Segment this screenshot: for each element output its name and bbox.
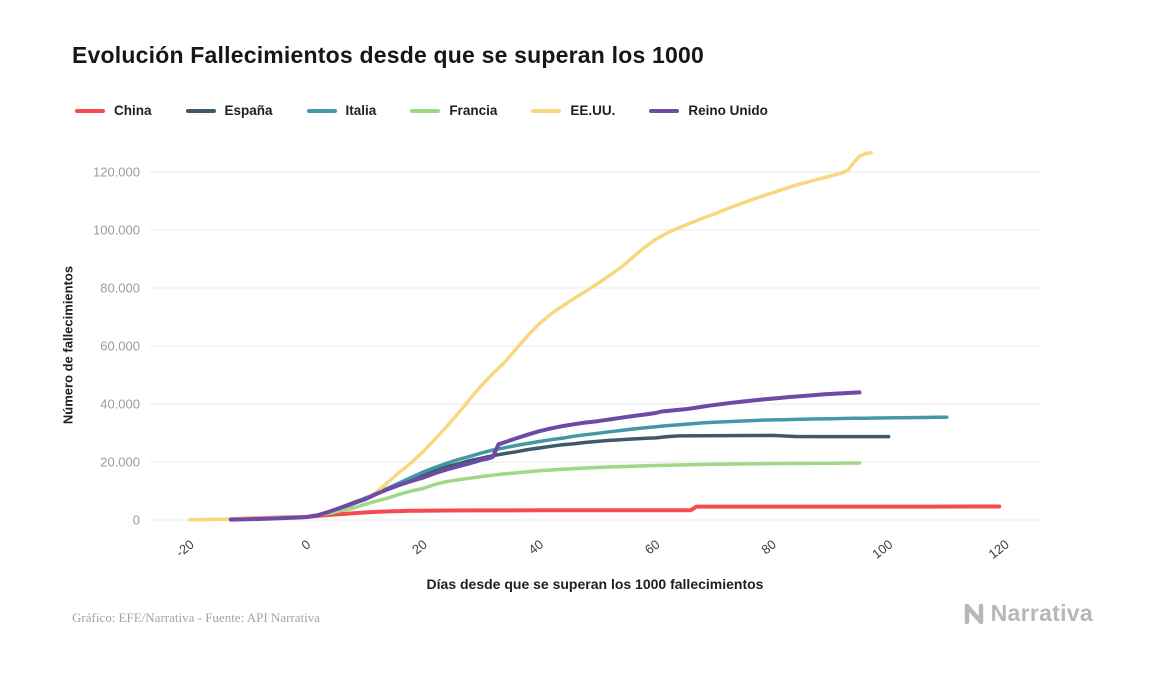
y-tick-label: 120.000 <box>93 165 140 180</box>
legend-item-espana: España <box>185 103 273 118</box>
legend-swatch-italia <box>306 108 337 113</box>
x-axis-label: Días desde que se superan los 1000 falle… <box>426 576 764 592</box>
legend: China España Italia Francia EE.UU. Reino Unid… <box>75 103 768 118</box>
x-tick-label: 80 <box>758 537 779 558</box>
legend-item-china: China <box>75 103 152 118</box>
legend-label-reino-unido: Reino Unido <box>688 103 768 118</box>
legend-label-italia: Italia <box>345 103 377 118</box>
y-tick-label: 60.000 <box>100 339 140 354</box>
x-tick-label: 100 <box>869 537 895 562</box>
chart-canvas: 0 20.000 40.000 60.000 80.000 100.000 120.000 -… <box>93 150 1040 562</box>
legend-label-china: China <box>114 103 152 118</box>
y-tick-label: 100.000 <box>93 223 140 238</box>
legend-item-italia: Italia <box>306 103 377 118</box>
legend-item-reino-unido: Reino Unido <box>649 103 768 118</box>
series-line-italia <box>304 415 949 519</box>
y-tick-label: 0 <box>133 513 140 528</box>
narrativa-logo: Narrativa <box>962 600 1093 627</box>
x-tick-label: 120 <box>986 537 1012 562</box>
y-tick-label: 80.000 <box>100 281 140 296</box>
x-tick-label: 20 <box>409 537 430 558</box>
y-tick-label: 20.000 <box>100 455 140 470</box>
legend-label-eeuu: EE.UU. <box>570 103 616 118</box>
narrativa-logo-icon <box>964 603 983 624</box>
legend-label-francia: Francia <box>449 103 498 118</box>
legend-label-espana: España <box>224 103 273 118</box>
legend-swatch-reino-unido <box>649 108 680 113</box>
legend-swatch-eeuu <box>531 108 562 113</box>
series-line-francia <box>304 461 862 519</box>
x-tick-label: -20 <box>173 537 197 560</box>
legend-item-eeuu: EE.UU. <box>531 103 615 118</box>
y-tick-label: 40.000 <box>100 397 140 412</box>
x-tick-label: 40 <box>526 537 547 558</box>
x-tick-label: 60 <box>642 537 663 558</box>
narrativa-logo-text: Narrativa <box>990 600 1093 626</box>
series-line-reino-unido <box>228 390 862 522</box>
legend-item-francia: Francia <box>410 103 497 118</box>
y-axis-label: Número de fallecimientos <box>60 265 76 425</box>
x-tick-label: 0 <box>298 537 313 553</box>
legend-swatch-francia <box>410 108 441 113</box>
legend-swatch-espana <box>185 108 216 113</box>
legend-swatch-china <box>75 108 105 113</box>
chart-credit: Gráfico: EFE/Narrativa - Fuente: API Nar… <box>72 610 320 625</box>
chart-title: Evolución Fallecimientos desde que se su… <box>72 42 705 68</box>
